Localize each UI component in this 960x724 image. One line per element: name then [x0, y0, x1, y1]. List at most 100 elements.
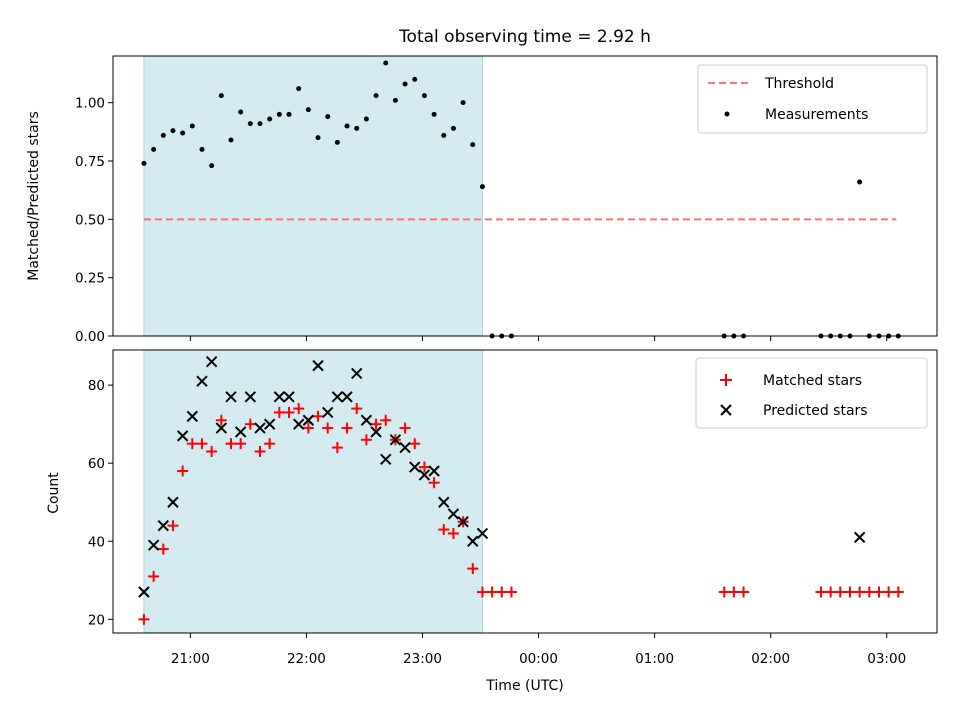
predicted-star-point [273, 391, 286, 403]
predicted-star-point [176, 430, 189, 442]
matched-star-point [331, 442, 343, 454]
matched-star-point [186, 438, 198, 450]
measurement-point [354, 125, 360, 131]
measurement-point [257, 121, 263, 127]
bottom-axes-frame [112, 349, 938, 634]
legend-measurements-label: Measurements [765, 107, 868, 123]
predicted-star-point [244, 391, 257, 403]
chart-title: Total observing time = 2.92 h [398, 27, 651, 47]
top-legend: Threshold Measurements [697, 64, 928, 134]
matched-star-point [718, 586, 730, 598]
matched-star-point [370, 418, 382, 430]
x-tick-label: 02:00 [751, 651, 790, 667]
predicted-star-point [254, 422, 266, 434]
measurement-point [344, 123, 350, 129]
measurement-point [218, 93, 224, 99]
matched-star-point [738, 586, 750, 598]
measurement-point [402, 81, 408, 87]
predicted-star-point [447, 508, 460, 520]
matched-star-point [254, 445, 266, 457]
top-shaded-region [143, 55, 483, 337]
predicted-star-point [428, 465, 440, 477]
measurement-point [189, 123, 195, 129]
x-tick-label: 23:00 [403, 651, 442, 667]
measurement-point [431, 111, 437, 117]
measurement-point [267, 116, 273, 122]
top-axis-ticks: 0.00 0.25 0.50 0.75 1.00 [75, 96, 888, 345]
matched-star-point [399, 422, 411, 434]
matched-star-point [157, 543, 169, 555]
legend-predicted-label: Predicted stars [763, 403, 868, 419]
measurement-point [296, 86, 302, 92]
matched-star-point [225, 438, 237, 450]
measurement-point [325, 114, 331, 120]
matched-star-point [496, 586, 508, 598]
top-y-tick-label: 0.00 [75, 329, 105, 345]
predicted-star-point [205, 356, 218, 368]
matched-star-point [428, 477, 440, 489]
predicted-star-point [215, 422, 228, 434]
measurement-point [170, 128, 176, 134]
measurement-point [460, 100, 466, 106]
measurement-point [392, 97, 398, 103]
measurement-point [363, 116, 369, 122]
measurement-point [151, 146, 157, 152]
measurement-point [334, 139, 340, 145]
top-legend-box [697, 64, 928, 134]
predicted-star-point [418, 469, 431, 481]
matched-star-point [883, 586, 895, 598]
matched-star-point [409, 438, 421, 450]
predicted-star-point [312, 359, 324, 372]
measurement-point [412, 76, 418, 82]
bottom-y-tick-label: 60 [88, 456, 105, 472]
predicted-star-point [389, 434, 402, 446]
x-tick-label: 03:00 [867, 651, 906, 667]
x-tick-label: 00:00 [519, 651, 558, 667]
count-points [138, 356, 904, 625]
bottom-legend: Matched stars Predicted stars [695, 357, 928, 429]
matched-star-point [438, 524, 450, 536]
predicted-star-point [263, 418, 276, 430]
top-y-axis-label: Matched/Predicted stars [26, 111, 42, 281]
predicted-star-point [341, 391, 353, 403]
bottom-y-tick-label: 80 [88, 378, 105, 394]
matched-star-point [447, 527, 459, 539]
top-y-tick-label: 0.25 [75, 271, 105, 287]
x-axis-label: Time (UTC) [485, 678, 563, 694]
matched-star-point [728, 586, 740, 598]
predicted-star-point [853, 531, 866, 544]
predicted-star-point [138, 586, 150, 598]
matched-star-point [138, 613, 150, 625]
predicted-star-point [147, 539, 160, 551]
predicted-star-point [196, 375, 208, 387]
legend-threshold-label: Threshold [764, 76, 834, 92]
predicted-star-point [157, 519, 169, 532]
matched-star-point [825, 586, 837, 598]
predicted-star-point [476, 527, 489, 540]
matched-star-point [844, 586, 856, 598]
matched-star-point [863, 586, 875, 598]
matched-star-point [273, 406, 285, 418]
matched-star-point [892, 586, 904, 598]
matched-star-point [380, 414, 392, 426]
bottom-shaded-region [143, 349, 483, 634]
predicted-star-point [409, 461, 421, 473]
matched-star-point [177, 465, 189, 477]
legend-matched-label: Matched stars [763, 373, 862, 389]
matched-star-point [476, 586, 488, 598]
matched-star-point [418, 461, 430, 473]
matched-star-point [486, 586, 498, 598]
predicted-star-point [457, 516, 469, 528]
matched-star-point [505, 586, 517, 598]
measurement-point [209, 163, 215, 169]
matched-star-point [206, 445, 218, 457]
measurement-point [373, 93, 379, 99]
matched-star-point [264, 438, 276, 450]
bottom-y-axis-label: Count [46, 472, 62, 514]
top-y-tick-label: 1.00 [75, 96, 105, 112]
predicted-star-point [292, 418, 305, 430]
matched-star-point [815, 586, 827, 598]
matched-star-point [293, 403, 305, 415]
matched-star-point [873, 586, 885, 598]
predicted-star-point [351, 367, 363, 380]
